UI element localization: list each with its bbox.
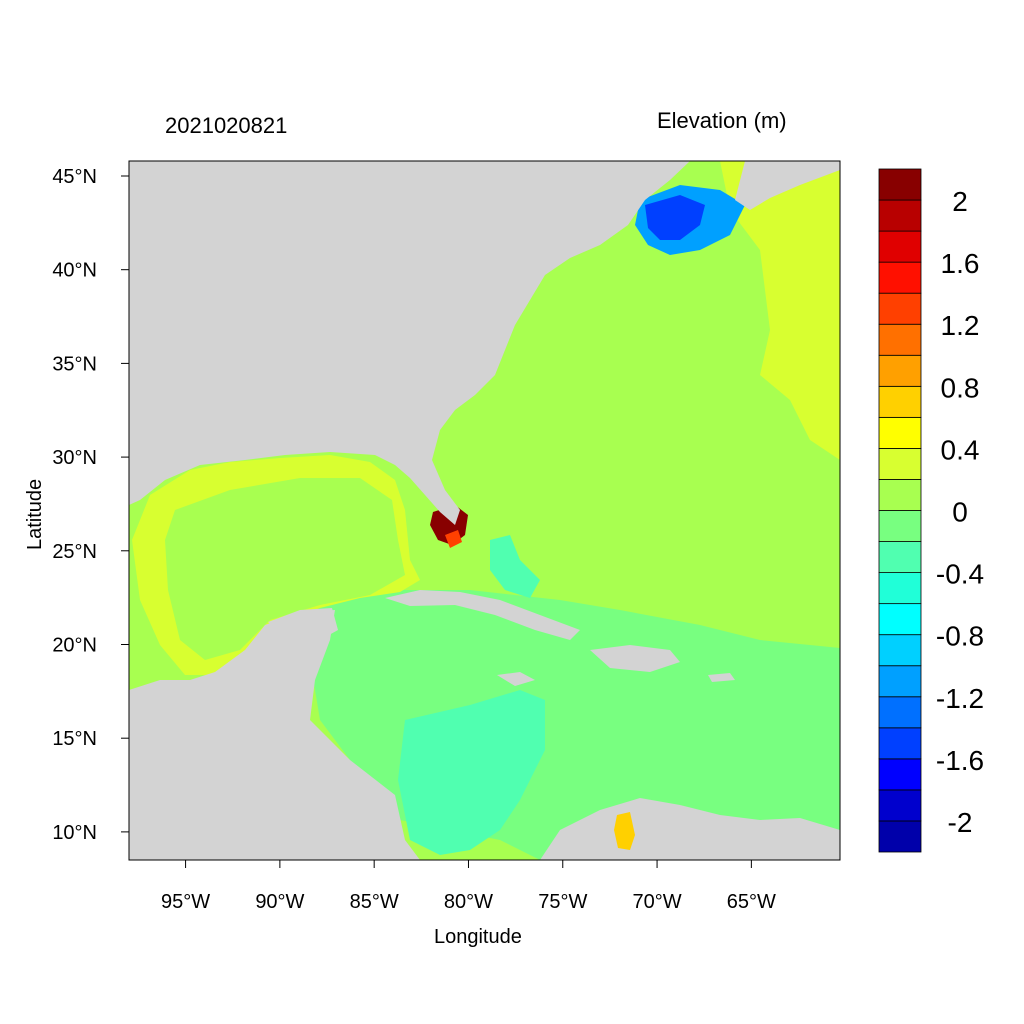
colorbar-label: 0: [952, 497, 968, 528]
y-tick-label: 30°N: [52, 447, 97, 469]
colorbar-swatch: [878, 727, 922, 760]
colorbar-label: -1.2: [936, 683, 984, 714]
colorbar-label: 1.6: [941, 248, 980, 279]
colorbar-swatch: [878, 323, 922, 356]
x-tick-label: 75°W: [538, 891, 587, 913]
colorbar-swatch: [878, 168, 922, 201]
y-tick-label: 40°N: [52, 260, 97, 282]
x-tick-label: 95°W: [161, 891, 210, 913]
colorbar-swatch: [878, 758, 922, 791]
colorbar-label: -0.8: [936, 621, 984, 652]
y-axis-ticks: 45°N 40°N 35°N 30°N 25°N 20°N 15°N 10°N: [52, 166, 129, 844]
hispaniola-land: [590, 645, 680, 672]
colorbar-swatch: [878, 292, 922, 325]
y-tick-label: 10°N: [52, 822, 97, 844]
colorbar-label: 2: [952, 186, 968, 217]
colorbar-swatch: [878, 572, 922, 605]
gulf-interior: [165, 478, 405, 660]
colorbar-swatch: [878, 354, 922, 387]
north-america-land: [129, 161, 690, 525]
colorbar-swatch: [878, 820, 922, 853]
cuba-land: [385, 590, 580, 640]
florida-surge-tip: [445, 530, 462, 548]
colorbar-swatch: [878, 634, 922, 667]
colorbar-label: -1.6: [936, 745, 984, 776]
caribbean-southwest: [398, 690, 545, 855]
y-tick-label: 35°N: [52, 353, 97, 375]
bahamas-bank: [490, 535, 540, 598]
y-tick-label: 45°N: [52, 166, 97, 188]
colorbar-label: 1.2: [941, 310, 980, 341]
x-tick-label: 65°W: [727, 891, 776, 913]
jamaica-land: [497, 672, 535, 686]
east-offshore-region: [720, 161, 840, 460]
maritimes-land: [735, 161, 840, 210]
colorbar-swatch: [878, 603, 922, 636]
timestamp-label: 2021020821: [165, 113, 288, 138]
yucatan-land: [268, 608, 338, 642]
plot-frame: [128, 160, 841, 861]
colorbar-swatch: [878, 696, 922, 729]
colorbar-label: 0.4: [941, 434, 980, 465]
colorbar-swatch: [878, 479, 922, 511]
colorbar-label: -0.4: [936, 559, 984, 590]
x-tick-label: 80°W: [444, 891, 493, 913]
colorbar-label: 0.8: [941, 372, 980, 403]
x-axis-title: Longitude: [434, 926, 522, 948]
colorbar: 2 1.6 1.2 0.8 0.4 0 -0.4 -0.8 -1.2 -1.6 -2: [878, 168, 984, 853]
gulf-of-maine-core: [645, 195, 705, 240]
colorbar-swatch: [878, 230, 922, 263]
y-tick-label: 20°N: [52, 634, 97, 656]
colorbar-swatch: [878, 665, 922, 698]
puerto-rico-land: [708, 673, 735, 682]
venezuela-lake: [614, 812, 635, 850]
colorbar-swatch: [878, 199, 922, 232]
x-tick-label: 70°W: [633, 891, 682, 913]
colorbar-swatch: [878, 416, 922, 449]
variable-title: Elevation (m): [657, 108, 787, 133]
colorbar-swatch: [878, 510, 922, 542]
colorbar-swatch: [878, 385, 922, 418]
colorbar-swatch: [878, 261, 922, 294]
y-tick-label: 15°N: [52, 728, 97, 750]
y-tick-label: 25°N: [52, 541, 97, 563]
y-axis-title: Latitude: [24, 478, 46, 550]
south-america-land: [540, 798, 840, 860]
x-tick-label: 90°W: [255, 891, 304, 913]
x-tick-label: 85°W: [350, 891, 399, 913]
x-axis-ticks: 95°W 90°W 85°W 80°W 75°W 70°W 65°W: [161, 860, 776, 913]
colorbar-label: -2: [948, 807, 973, 838]
colorbar-swatch: [878, 789, 922, 822]
colorbar-swatch: [878, 541, 922, 573]
colorbar-swatch: [878, 448, 922, 480]
mexico-central-america-land: [129, 610, 420, 860]
